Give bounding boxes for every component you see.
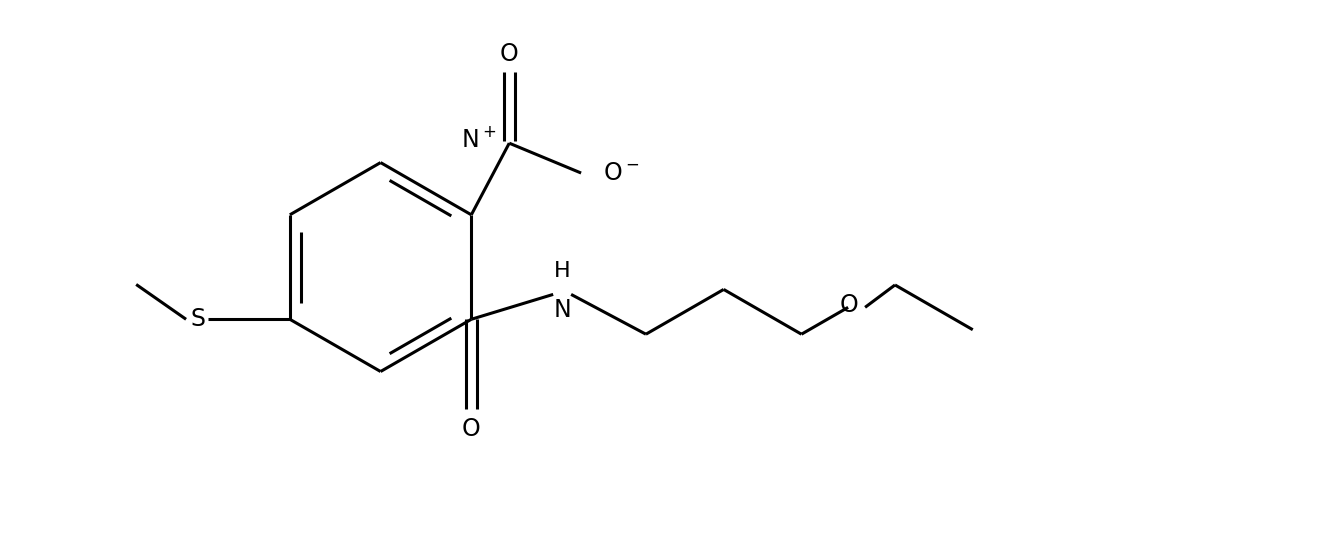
Text: O: O [500, 41, 518, 66]
Text: O: O [461, 417, 481, 440]
Text: N: N [554, 299, 571, 322]
Text: H: H [554, 262, 571, 282]
Text: $\mathregular{O^-}$: $\mathregular{O^-}$ [604, 161, 639, 185]
Text: O: O [840, 293, 858, 317]
Text: S: S [190, 307, 206, 331]
Text: $\mathregular{N^+}$: $\mathregular{N^+}$ [461, 127, 497, 152]
